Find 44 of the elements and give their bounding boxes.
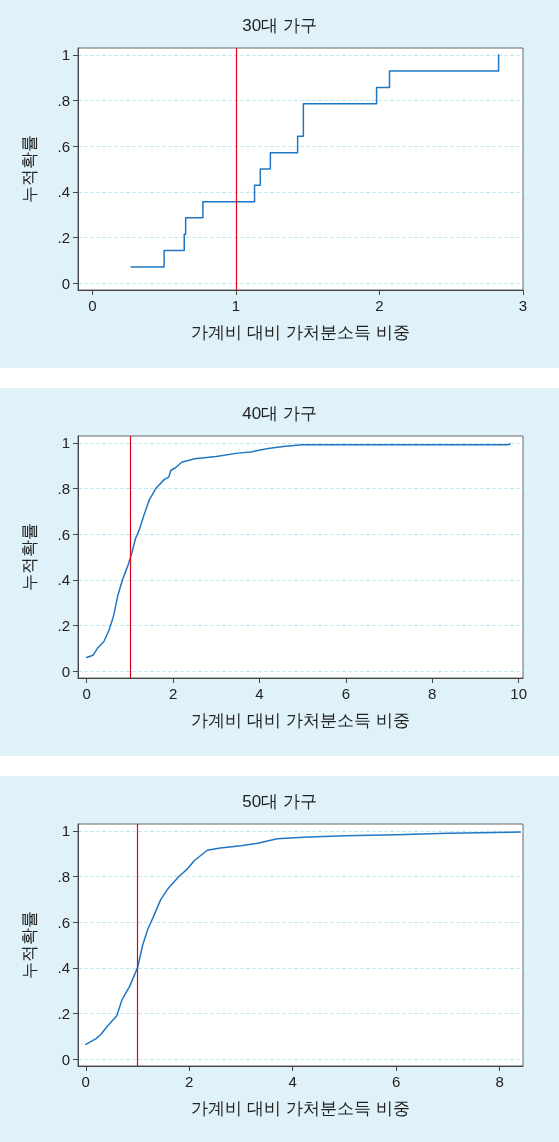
y-tick-label: .8	[57, 92, 70, 110]
x-axis-title: 가계비 대비 가처분소득 비중	[191, 323, 410, 342]
x-tick-label: 0	[82, 685, 91, 702]
y-axis-title: 누적확률	[20, 523, 39, 591]
x-tick-label: 4	[255, 685, 264, 702]
y-tick-label: .8	[57, 480, 70, 498]
chart-title: 30대 가구	[242, 16, 317, 35]
y-tick-label: 0	[61, 662, 70, 680]
y-tick-label: .4	[57, 571, 70, 589]
line-series	[85, 443, 511, 659]
x-tick-label: 10	[510, 685, 528, 702]
x-tick-label: 0	[88, 297, 97, 314]
y-tick-label: .2	[57, 1004, 70, 1022]
x-tick-label: 4	[288, 1073, 297, 1090]
x-tick-label: 8	[428, 685, 437, 702]
y-tick-label: .4	[57, 959, 70, 977]
y-tick-label: 1	[61, 434, 70, 452]
y-tick-label: .8	[57, 868, 70, 886]
x-tick-label: 0	[81, 1073, 90, 1090]
line-series	[85, 831, 522, 1046]
chart-title: 50대 가구	[242, 792, 317, 811]
y-tick-label: 1	[61, 822, 70, 840]
chart-title: 40대 가구	[242, 404, 317, 423]
y-axis-title: 누적확률	[20, 135, 39, 203]
y-tick-label: 0	[61, 274, 70, 292]
x-tick-label: 8	[495, 1073, 504, 1090]
x-tick-label: 2	[168, 685, 178, 702]
x-tick-label: 6	[392, 1073, 401, 1090]
y-tick-label: .2	[57, 228, 70, 246]
x-axis-title: 가계비 대비 가처분소득 비중	[191, 711, 410, 730]
y-tick-label: .4	[57, 183, 70, 201]
y-tick-label: 1	[61, 46, 70, 64]
y-tick-label: .2	[57, 616, 70, 634]
y-axis-title: 누적확률	[20, 911, 39, 979]
y-tick-label: .6	[57, 913, 70, 931]
x-tick-label: 2	[185, 1073, 194, 1090]
x-tick-label: 2	[375, 297, 384, 314]
x-tick-label: 1	[231, 297, 241, 314]
x-tick-label: 6	[341, 685, 351, 702]
x-axis-title: 가계비 대비 가처분소득 비중	[191, 1099, 410, 1118]
x-tick-label: 3	[518, 297, 528, 314]
y-tick-label: 0	[61, 1050, 70, 1068]
y-tick-label: .6	[57, 137, 70, 155]
y-tick-label: .6	[57, 525, 70, 543]
